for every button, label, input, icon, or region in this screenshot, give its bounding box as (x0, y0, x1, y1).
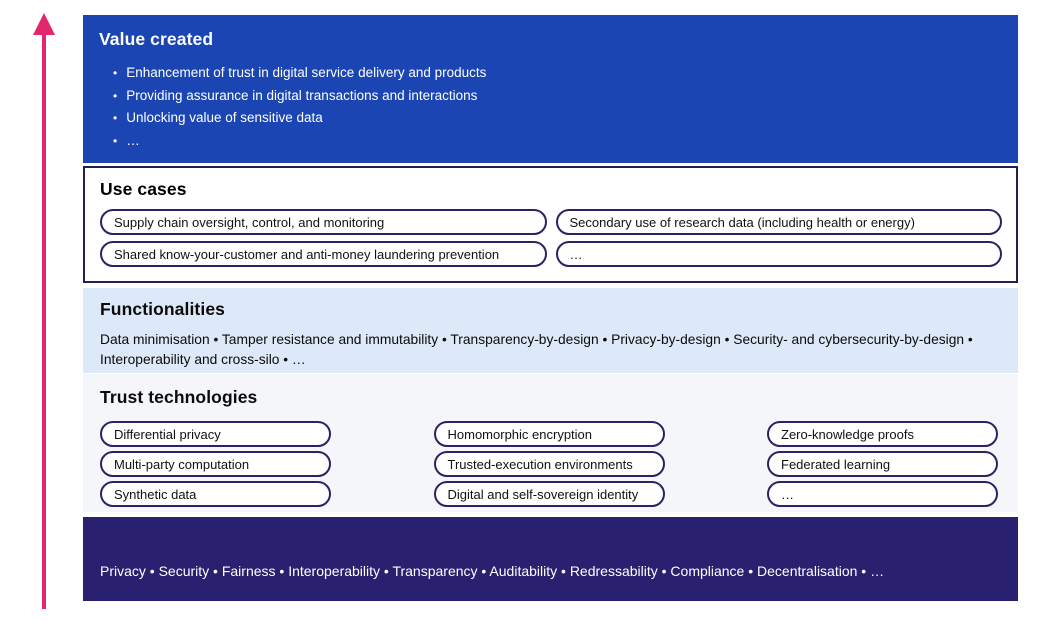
bullet-text: Unlocking value of sensitive data (126, 110, 323, 125)
bullet-text: Enhancement of trust in digital service … (126, 65, 487, 80)
trust-technology-pill: Zero-knowledge proofs (767, 421, 998, 447)
use-case-pill: … (555, 241, 1002, 267)
trust-technology-pill: Homomorphic encryption (433, 421, 665, 447)
bullet-text: … (126, 132, 140, 148)
value-created-section: Value created • Enhancement of trust in … (83, 15, 1018, 163)
principles-band: Privacy • Security • Fairness • Interope… (83, 517, 1018, 601)
trust-technology-pill: Synthetic data (100, 481, 331, 507)
trust-technology-pill: Digital and self-sovereign identity (433, 481, 665, 507)
list-item: • Providing assurance in digital transac… (113, 85, 1002, 108)
use-case-pill: Supply chain oversight, control, and mon… (100, 209, 547, 235)
trust-technologies-section: Trust technologies Differential privacy … (83, 374, 1018, 512)
value-created-bullet-list: • Enhancement of trust in digital servic… (113, 62, 1002, 152)
value-created-title: Value created (99, 29, 214, 49)
trust-technology-pill: Multi-party computation (100, 451, 331, 477)
list-item: • Unlocking value of sensitive data (113, 107, 1002, 130)
bullet-text: Providing assurance in digital transacti… (126, 87, 478, 103)
trust-technology-pill: … (767, 481, 998, 507)
use-cases-pill-grid: Supply chain oversight, control, and mon… (100, 209, 1002, 267)
list-item: • Enhancement of trust in digital servic… (113, 62, 1002, 85)
bullet-icon: • (113, 88, 118, 103)
principles-text: Privacy • Security • Fairness • Interope… (100, 563, 885, 579)
bullet-icon: • (113, 111, 118, 125)
upward-arrow (28, 10, 60, 612)
list-item: • … (113, 130, 1002, 153)
use-case-pill: Shared know-your-customer and anti-money… (100, 241, 547, 267)
upward-arrow-icon (33, 13, 55, 609)
bullet-icon: • (113, 66, 118, 80)
functionalities-title: Functionalities (100, 299, 225, 319)
trust-technologies-pill-grid: Differential privacy Homomorphic encrypt… (100, 421, 998, 507)
trust-technology-pill: Trusted-execution environments (433, 451, 665, 477)
trust-technologies-title: Trust technologies (100, 387, 258, 407)
bullet-icon: • (113, 133, 118, 148)
use-cases-section: Use cases Supply chain oversight, contro… (83, 166, 1018, 283)
trust-technology-pill: Federated learning (767, 451, 998, 477)
use-case-pill: Secondary use of research data (includin… (555, 209, 1002, 235)
functionalities-text: Data minimisation • Tamper resistance an… (100, 332, 973, 367)
use-cases-title: Use cases (100, 179, 187, 199)
trust-technology-pill: Differential privacy (100, 421, 331, 447)
functionalities-section: Functionalities Data minimisation • Tamp… (83, 288, 1018, 373)
